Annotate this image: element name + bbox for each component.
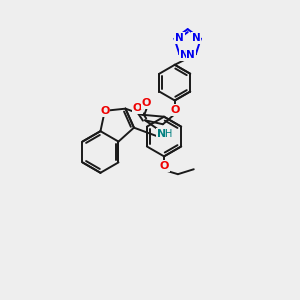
- Text: N: N: [175, 33, 184, 43]
- Text: O: O: [132, 103, 142, 113]
- Text: N: N: [157, 129, 167, 139]
- Text: N: N: [191, 33, 200, 43]
- Text: H: H: [165, 129, 172, 139]
- Text: O: O: [142, 98, 151, 108]
- Text: N: N: [187, 50, 195, 60]
- Text: O: O: [100, 106, 110, 116]
- Text: O: O: [159, 161, 169, 171]
- Text: O: O: [170, 105, 179, 116]
- Text: N: N: [180, 50, 189, 60]
